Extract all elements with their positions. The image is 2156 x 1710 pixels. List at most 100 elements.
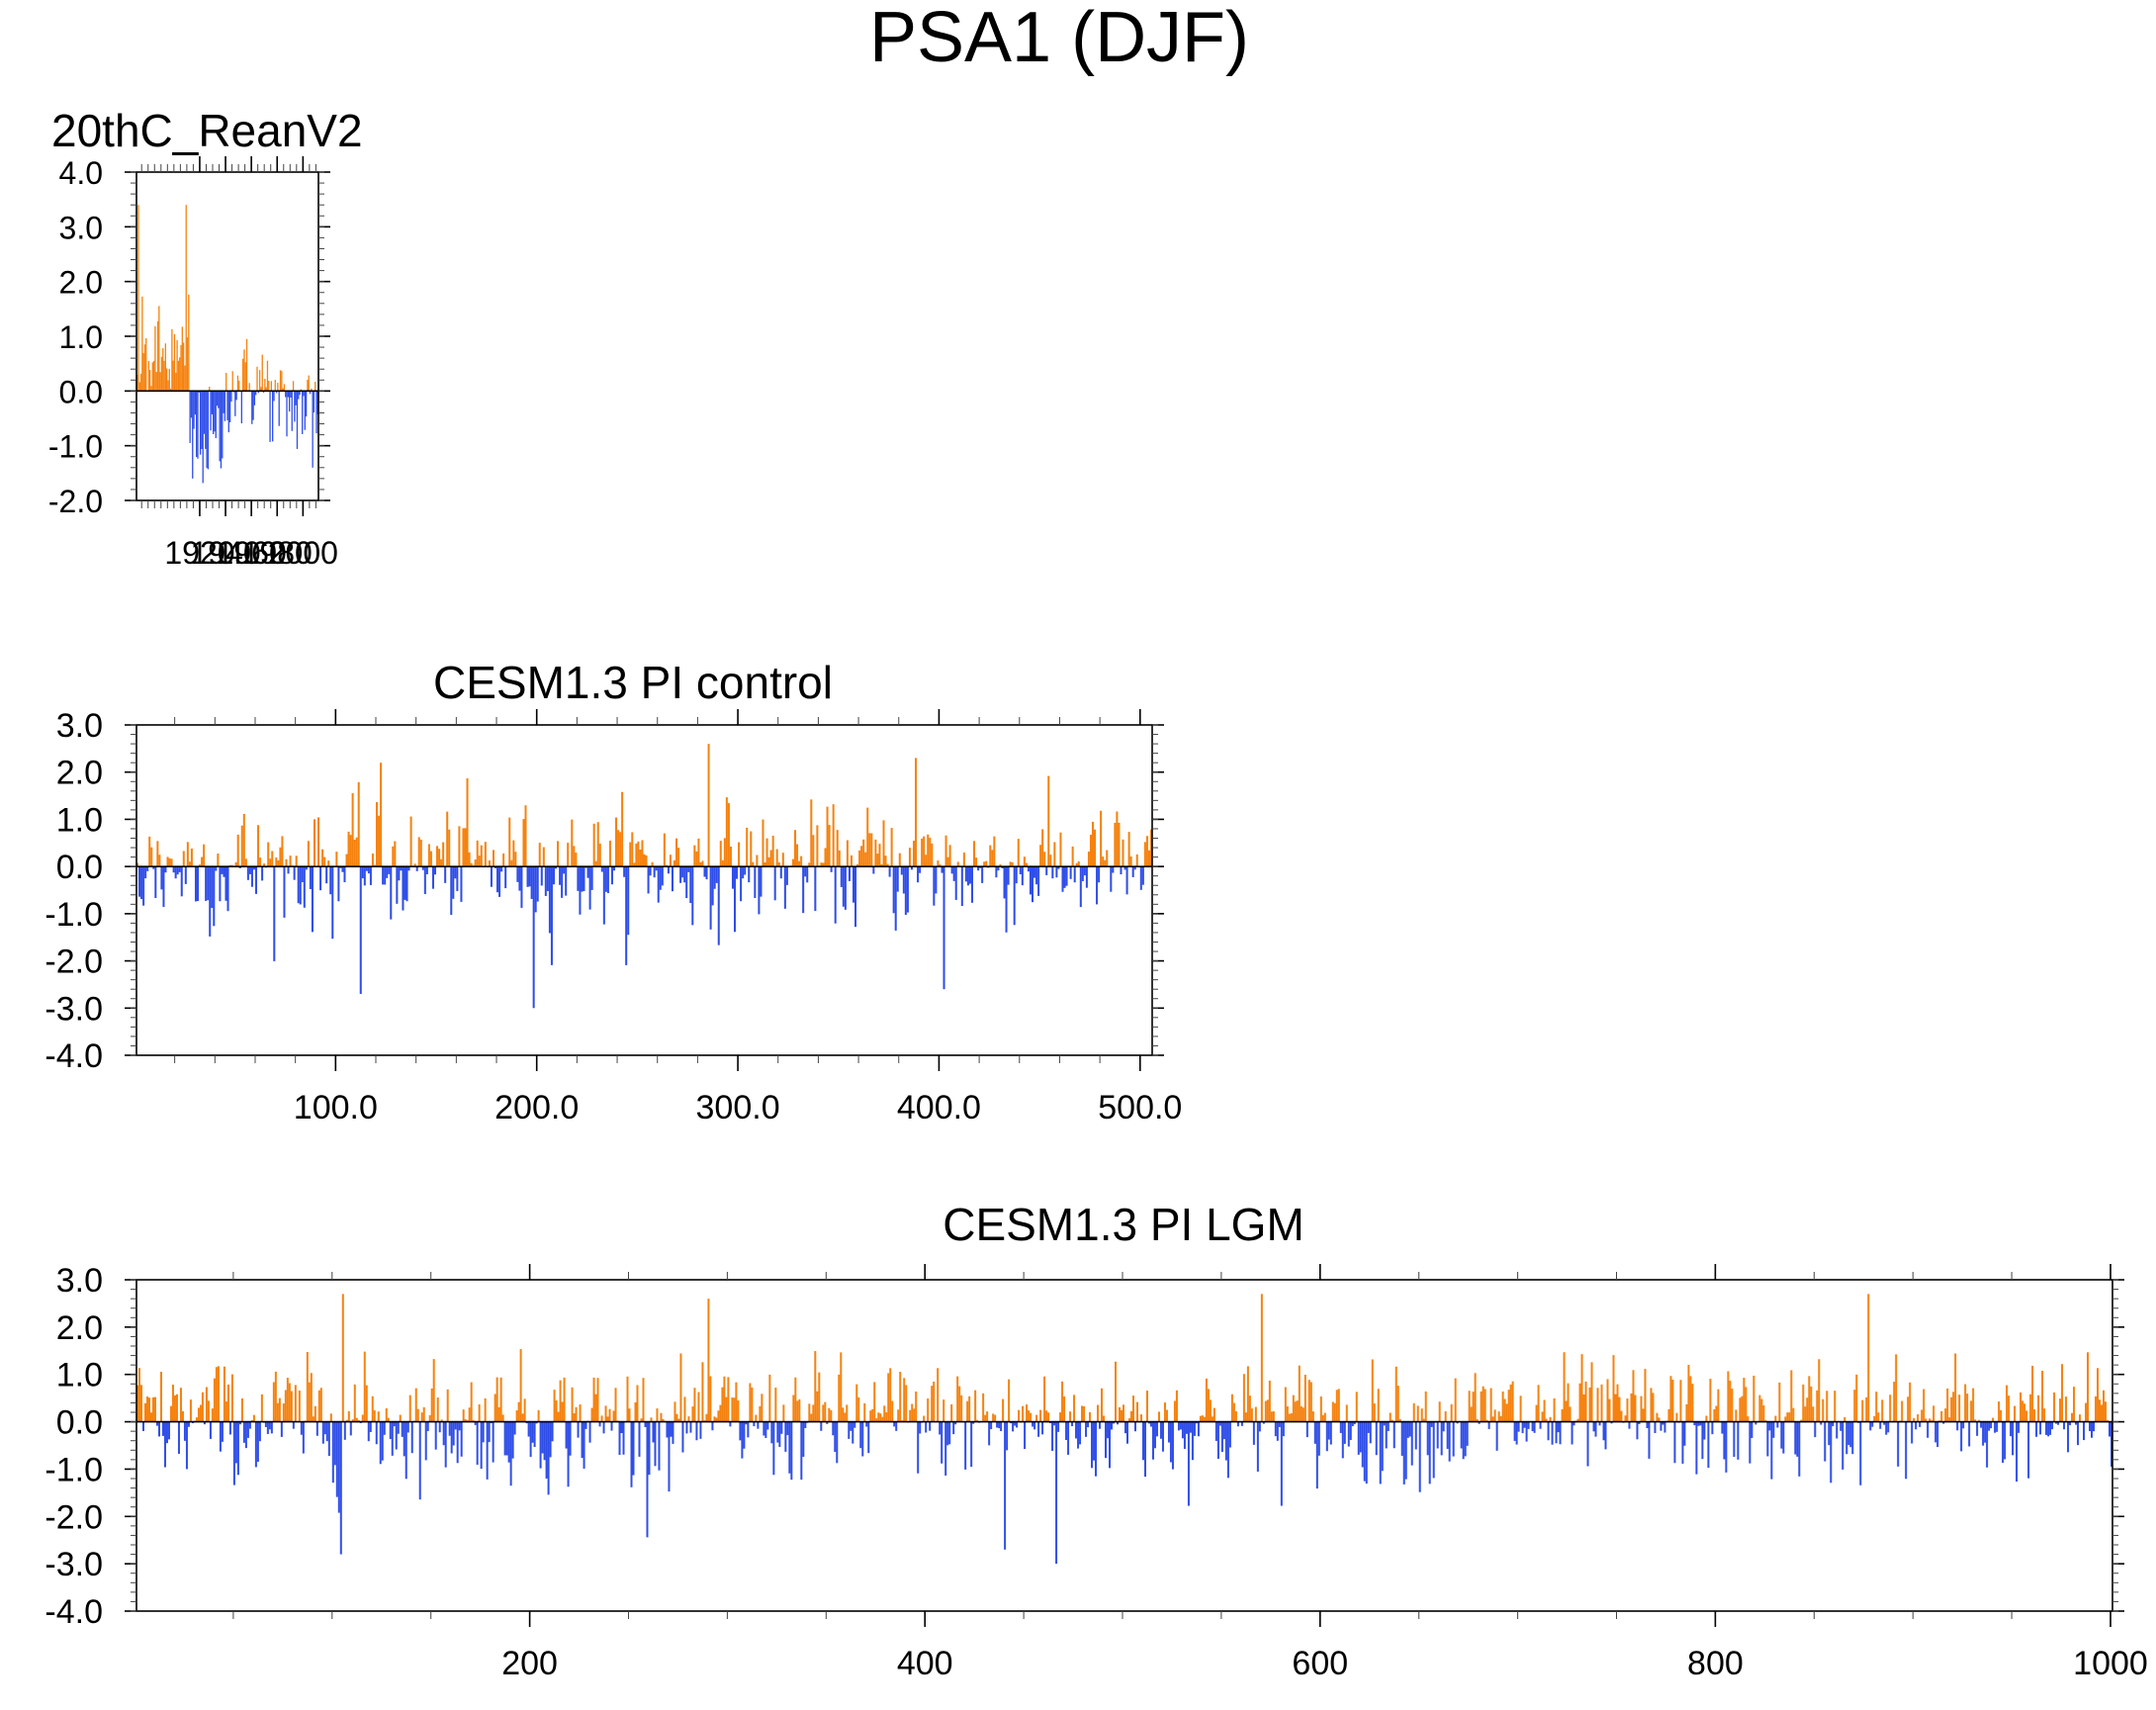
bar-negative [840, 866, 843, 887]
bar-positive [1632, 1370, 1635, 1422]
bar-positive [621, 791, 624, 867]
bar-negative [743, 1421, 746, 1449]
bar-negative [1236, 1421, 1239, 1427]
bar-negative [309, 391, 312, 395]
bar-negative [1845, 1421, 1848, 1455]
bar-positive [1073, 1395, 1076, 1422]
bar-positive [701, 860, 704, 867]
bar-positive [2000, 1409, 2003, 1422]
bar-negative [504, 866, 507, 889]
bar-positive [2103, 1390, 2106, 1422]
bar-positive [409, 816, 412, 867]
bar-positive [1474, 1373, 1477, 1422]
bar-positive [956, 1376, 959, 1422]
bar-positive [1145, 836, 1148, 867]
bar-negative [180, 866, 183, 897]
bar-positive [1264, 1400, 1267, 1422]
bar-negative [172, 866, 175, 873]
bar-negative [299, 866, 302, 905]
bar-positive [259, 857, 262, 867]
bar-negative [2077, 1421, 2080, 1446]
x-tick-label: 1980 [242, 535, 313, 571]
bar-negative [389, 1421, 392, 1440]
bar-negative [256, 1421, 259, 1463]
bar-positive [1774, 1415, 1777, 1422]
bar-positive [855, 1384, 858, 1422]
bar-positive [604, 1405, 607, 1422]
bar-positive [492, 850, 494, 867]
bar-negative [176, 866, 179, 875]
bars-20thc-reanv2 [136, 205, 318, 484]
bar-negative [1840, 1421, 1842, 1431]
bar-positive [515, 1410, 518, 1422]
bar-positive [1634, 1395, 1637, 1422]
bar-positive [1972, 1388, 1975, 1422]
bar-positive [495, 1377, 498, 1422]
bar-negative [250, 866, 253, 887]
bar-negative [293, 866, 296, 880]
bar-positive [956, 861, 959, 867]
bar-negative [2089, 1421, 2092, 1432]
bar-positive [2087, 1352, 2090, 1422]
bar-positive [836, 830, 839, 867]
bar-negative [531, 1421, 534, 1443]
bar-negative [1527, 1421, 1530, 1429]
bar-positive [159, 372, 161, 392]
bar-positive [1286, 1406, 1289, 1422]
bar-positive [231, 371, 233, 392]
bar-negative [1112, 866, 1115, 873]
bar-positive [925, 855, 928, 867]
bar-negative [647, 866, 650, 894]
bar-negative [649, 866, 652, 876]
bar-positive [1669, 1376, 1672, 1422]
bar-positive [462, 1409, 465, 1422]
bar-negative [1274, 1421, 1277, 1437]
bar-positive [1565, 1400, 1568, 1422]
bar-negative [1061, 866, 1064, 892]
bar-positive [822, 1404, 825, 1422]
bar-negative [848, 866, 851, 881]
bar-positive [158, 306, 160, 392]
bar-positive [2065, 1396, 2068, 1422]
bar-positive [156, 320, 159, 392]
bar-negative [1942, 1421, 1945, 1424]
bar-positive [1244, 1412, 1247, 1422]
bar-positive [440, 858, 443, 867]
bar-positive [794, 830, 797, 867]
bar-negative [784, 1421, 787, 1452]
bar-negative [211, 391, 213, 414]
bar-positive [355, 837, 358, 867]
bar-positive [480, 845, 483, 867]
bar-negative [1980, 1421, 1983, 1428]
bar-negative [970, 1421, 973, 1468]
bar-negative [226, 391, 228, 420]
bar-negative [638, 1421, 641, 1457]
bar-positive [975, 857, 978, 867]
bar-negative [425, 866, 428, 874]
bar-positive [1764, 1419, 1767, 1422]
bar-positive [838, 850, 841, 867]
bar-positive [1743, 1378, 1746, 1422]
bar-negative [681, 866, 684, 878]
bar-negative [779, 866, 782, 879]
bar-positive [1444, 1411, 1447, 1422]
bar-negative [1871, 1421, 1874, 1427]
bar-negative [802, 1421, 805, 1457]
bar-positive [1476, 1418, 1479, 1422]
bar-negative [242, 1421, 245, 1443]
panel-title: CESM1.3 PI control [433, 657, 833, 708]
bar-positive [1203, 1416, 1206, 1422]
panel-20thc-reanv2: 20thC_ReanV2 4.03.02.01.00.0-1.0-2.01920… [48, 105, 363, 571]
bar-positive [494, 1394, 496, 1422]
bar-negative [709, 866, 712, 930]
y-tick-label: 3.0 [59, 210, 103, 245]
bar-negative [1027, 866, 1030, 872]
bar-positive [271, 851, 274, 867]
bar-negative [1836, 1421, 1839, 1439]
bar-positive [1097, 1404, 1100, 1422]
bar-positive [1535, 1404, 1538, 1422]
bar-negative [1824, 1421, 1827, 1462]
bar-negative [252, 866, 255, 870]
bar-positive [172, 360, 174, 392]
bar-positive [800, 855, 803, 867]
